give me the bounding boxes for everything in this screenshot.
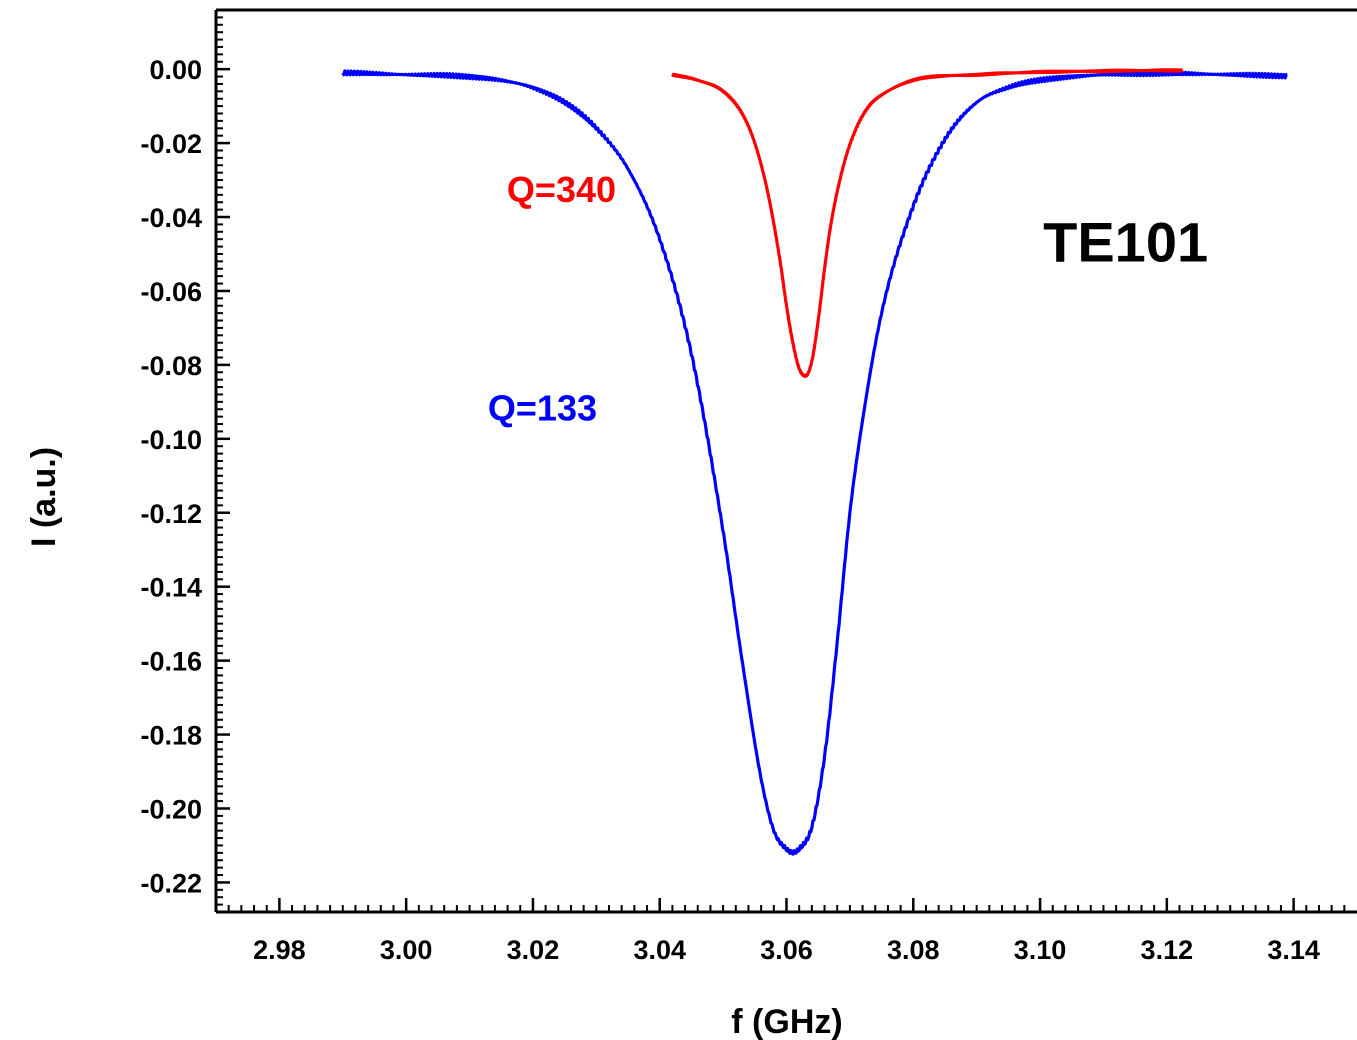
y-axis: 0.00 -0.02 -0.04 -0.06 -0.08 -0.10 -0.12 -0.14 -… (140, 16, 230, 906)
y-tick-label: -0.02 (140, 129, 202, 159)
y-tick-label: -0.16 (140, 647, 202, 677)
y-axis-title: I (a.u.) (25, 447, 63, 547)
mode-label: TE101 (1043, 210, 1208, 273)
y-tick-label: -0.18 (140, 721, 202, 751)
x-axis: 2.98 3.00 3.02 3.04 3.06 3.08 3.10 3.12 3.14 (227, 898, 1346, 965)
y-tick-label: -0.12 (140, 499, 202, 529)
x-tick-label: 3.06 (760, 935, 813, 965)
y-tick-label: -0.08 (140, 351, 202, 381)
blue-resonance-curve (341, 69, 1288, 856)
x-tick-label: 3.10 (1014, 935, 1067, 965)
x-tick-label: 3.14 (1267, 935, 1320, 965)
series-layer (341, 68, 1288, 856)
x-tick-label: 3.04 (633, 935, 686, 965)
x-tick-label: 3.12 (1141, 935, 1194, 965)
x-tick-label: 3.00 (380, 935, 433, 965)
x-axis-title: f (GHz) (731, 1003, 842, 1040)
y-tick-label: -0.22 (140, 868, 202, 898)
x-tick-label: 3.02 (507, 935, 560, 965)
x-tick-label: 3.08 (887, 935, 940, 965)
plot-frame (214, 8, 1357, 914)
y-tick-label: -0.06 (140, 277, 202, 307)
annotations: Q=340 Q=133 TE101 (488, 169, 1208, 428)
quality-factor-label: Q=133 (488, 387, 597, 428)
y-tick-label: -0.10 (140, 425, 202, 455)
quality-factor-label: Q=340 (507, 169, 616, 210)
y-tick-label: -0.14 (140, 573, 202, 603)
y-tick-label: 0.00 (149, 55, 202, 85)
y-tick-label: -0.04 (140, 203, 202, 233)
red-resonance-curve (671, 68, 1184, 378)
y-tick-label: -0.20 (140, 794, 202, 824)
x-tick-label: 2.98 (253, 935, 306, 965)
